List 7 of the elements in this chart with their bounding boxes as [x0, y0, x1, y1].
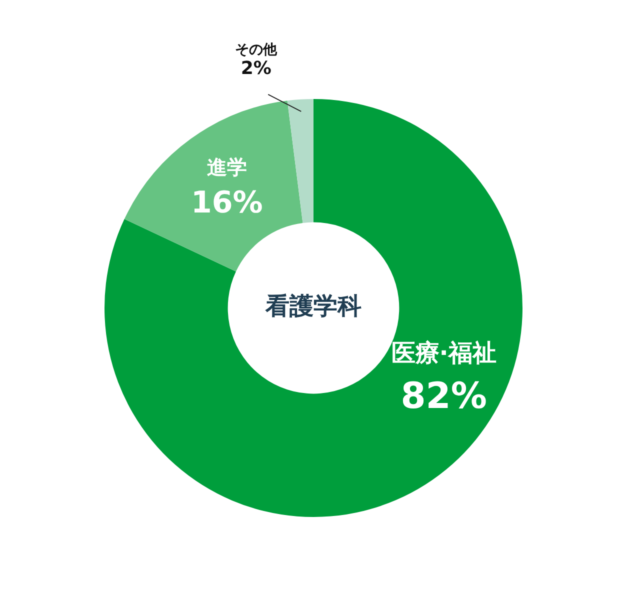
slice-label: その他 — [235, 42, 278, 58]
data-label: 82% — [400, 376, 487, 418]
slice-label: 医療·福祉 — [391, 338, 496, 367]
slice-label: 進学 — [206, 155, 247, 179]
data-label: 16% — [190, 186, 263, 221]
data-label: 2% — [240, 58, 272, 80]
text: 看護学科 — [264, 292, 362, 320]
